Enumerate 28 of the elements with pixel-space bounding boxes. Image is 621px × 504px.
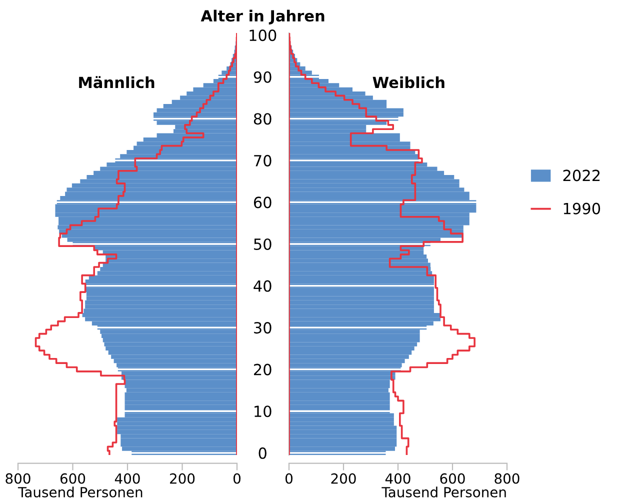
x-tick-label: 400 xyxy=(385,473,410,484)
x-tick-label: 200 xyxy=(170,473,195,484)
y-tick-label: 80 xyxy=(254,113,272,125)
x-tick-label: 200 xyxy=(331,473,356,484)
x-tick-label: 600 xyxy=(60,473,86,484)
x-tick-label: 0 xyxy=(233,473,240,484)
y-tick-label: 20 xyxy=(254,364,272,376)
x-tick-label: 400 xyxy=(114,473,140,484)
x-tick-label: 600 xyxy=(440,473,465,484)
y-tick-label: 0 xyxy=(258,447,266,459)
y-tick-label: 50 xyxy=(254,238,272,250)
x-axis-title: Tausend Personen xyxy=(382,486,506,498)
x-tick-label: 800 xyxy=(6,473,30,484)
y-axis-title: Alter in Jahren xyxy=(200,10,324,24)
text: Weiblich xyxy=(372,76,444,88)
legend-label: 2022 xyxy=(563,170,600,182)
y-tick-label: 30 xyxy=(254,322,272,334)
text: Männlich xyxy=(79,76,154,88)
legend-label: 1990 xyxy=(564,202,600,214)
x-tick-label: 800 xyxy=(494,473,520,484)
y-tick-label: 100 xyxy=(250,30,276,42)
x-tick-label: 0 xyxy=(285,473,292,484)
y-tick-label: 10 xyxy=(254,406,272,418)
x-axis-title: Tausend Personen xyxy=(18,486,142,498)
y-tick-label: 40 xyxy=(254,280,272,292)
y-tick-label: 90 xyxy=(254,71,272,83)
y-tick-label: 70 xyxy=(254,154,272,166)
y-tick-label: 60 xyxy=(254,196,272,208)
